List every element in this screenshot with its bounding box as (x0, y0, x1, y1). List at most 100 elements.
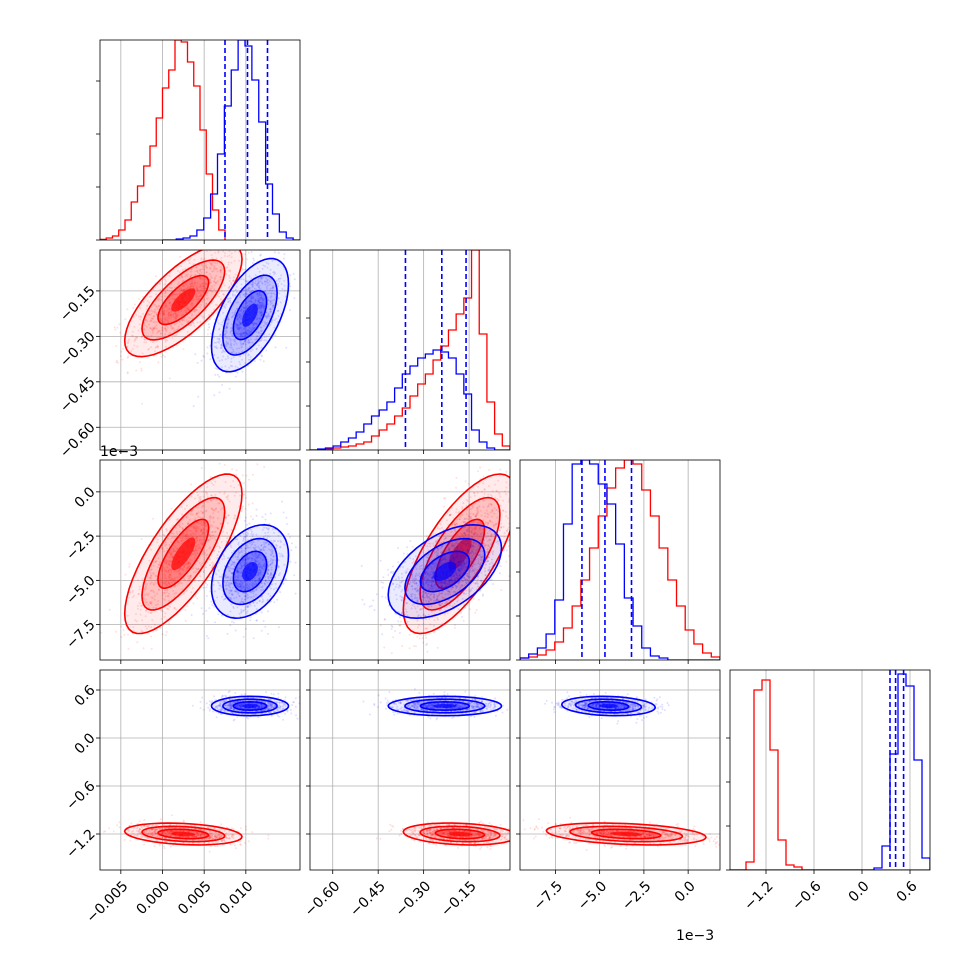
scatter-point (270, 576, 273, 579)
scatter-point (218, 462, 221, 465)
scatter-point (149, 589, 152, 592)
scatter-point (255, 553, 258, 556)
scatter-point (229, 597, 232, 600)
scatter-point (261, 528, 264, 531)
scatter-point (228, 570, 231, 572)
scatter-point (218, 391, 221, 394)
scatter-point (227, 300, 230, 303)
scatter-point (232, 314, 235, 317)
scatter-point (217, 280, 219, 283)
scatter-point (393, 575, 396, 578)
scatter-point (150, 611, 153, 614)
scatter-point (154, 308, 156, 311)
scatter-point (195, 538, 198, 541)
scatter-point (241, 358, 244, 361)
scatter-point (233, 486, 236, 489)
scatter-point (213, 266, 216, 269)
scatter-point (231, 365, 234, 368)
scatter-point (264, 579, 267, 581)
scatter-point (261, 267, 264, 270)
scatter-point (245, 332, 248, 335)
scatter-point (190, 614, 193, 616)
scatter-point (130, 350, 133, 352)
scatter-point (242, 585, 245, 588)
scatter-point (227, 584, 230, 587)
scatter-point (255, 348, 258, 351)
scatter-point (174, 549, 177, 552)
scatter-point (229, 270, 232, 273)
scatter-point (242, 343, 244, 345)
scatter-point (270, 302, 273, 305)
scatter-point (467, 515, 470, 517)
scatter-point (237, 301, 239, 304)
scatter-point (268, 542, 271, 545)
scatter-point (270, 548, 273, 551)
scatter-point (242, 306, 245, 309)
scatter-point (180, 323, 183, 326)
scatter-point (127, 647, 130, 650)
scatter-point (162, 312, 165, 315)
scatter-point (440, 581, 443, 583)
scatter-point (206, 294, 209, 297)
scatter-point (176, 547, 179, 550)
scatter-point (493, 533, 496, 535)
scatter-point (457, 599, 460, 602)
scatter-point (269, 268, 272, 271)
scatter-point (259, 254, 262, 257)
scatter-point (257, 305, 260, 308)
scatter-point (253, 558, 256, 561)
scatter-point (128, 338, 131, 341)
scatter-point (201, 512, 204, 515)
scatter-point (160, 329, 163, 332)
scatter-point (155, 536, 158, 539)
scatter-point (427, 585, 430, 587)
scatter-point (160, 547, 163, 550)
scatter-point (218, 359, 221, 362)
scatter-point (458, 510, 461, 513)
scatter-point (227, 343, 230, 346)
scatter-point (241, 332, 244, 335)
scatter-point (486, 532, 489, 535)
scatter-point (480, 580, 483, 583)
panel-1-1 (306, 249, 511, 454)
scatter-point (258, 286, 261, 289)
scatter-point (234, 312, 236, 315)
scatter-point (267, 543, 270, 546)
scatter-point (254, 552, 257, 555)
scatter-point (135, 314, 138, 317)
scatter-point (360, 565, 363, 567)
scatter-point (240, 346, 243, 349)
scatter-point (457, 583, 460, 586)
scatter-point (454, 624, 456, 627)
scatter-point (206, 583, 209, 586)
scatter-point (472, 597, 475, 600)
scatter-point (167, 308, 170, 310)
scatter-point (238, 332, 241, 335)
scatter-point (139, 608, 142, 611)
scatter-point (228, 583, 231, 586)
scatter-point (262, 620, 265, 622)
scatter-point (164, 327, 167, 330)
scatter-point (194, 526, 197, 529)
scatter-point (187, 566, 190, 569)
scatter-point (165, 543, 168, 546)
panel-frame (99, 249, 301, 451)
scatter-point (252, 297, 255, 300)
scatter-point (228, 250, 231, 253)
scatter-point (250, 552, 253, 555)
scatter-point (201, 316, 204, 319)
scatter-point (254, 560, 257, 563)
scatter-point (113, 326, 116, 329)
scatter-point (251, 590, 254, 593)
scatter-point (181, 588, 184, 591)
scatter-point (218, 246, 220, 248)
scatter-point (163, 569, 166, 572)
scatter-point (116, 326, 119, 329)
scatter-point (169, 313, 172, 316)
scatter-point (250, 277, 253, 280)
scatter-point (152, 327, 155, 330)
scatter-point (268, 333, 271, 336)
scatter-point (166, 607, 169, 610)
scatter-point (525, 523, 527, 525)
scatter-point (172, 550, 175, 553)
